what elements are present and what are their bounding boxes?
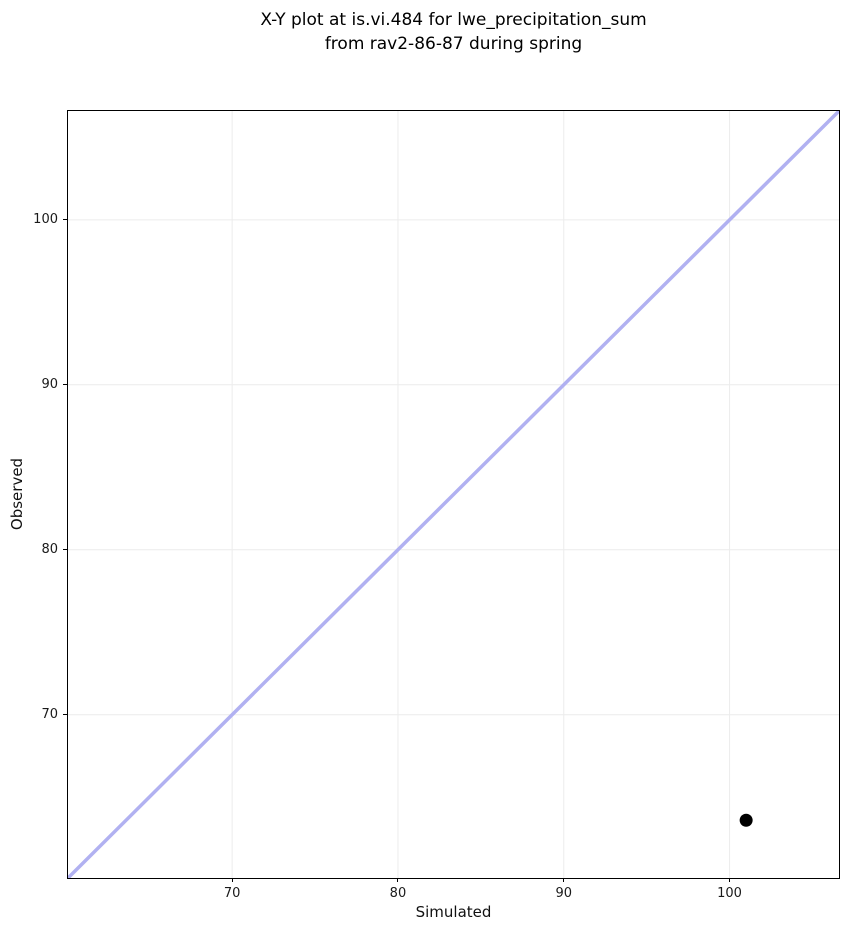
x-tick-mark xyxy=(397,878,399,882)
plot-canvas xyxy=(68,111,839,878)
y-tick-label: 70 xyxy=(41,707,58,723)
data-point xyxy=(739,813,753,827)
chart-title-line-2: from rav2-86-87 during spring xyxy=(324,34,583,54)
y-tick-label: 80 xyxy=(41,542,58,558)
y-tick-label: 100 xyxy=(33,212,58,228)
x-tick-mark xyxy=(729,878,731,882)
y-tick-label: 90 xyxy=(41,377,58,393)
x-tick-label: 100 xyxy=(717,886,742,901)
x-axis-label: Simulated xyxy=(415,903,492,921)
chart-title: X-Y plot at is.vi.484 for lwe_precipitat… xyxy=(67,8,840,56)
y-tick-mark xyxy=(63,384,67,386)
x-tick-label: 90 xyxy=(555,886,573,901)
y-axis-label: Observed xyxy=(8,457,26,531)
y-tick-mark xyxy=(63,219,67,221)
y-tick-mark xyxy=(63,549,67,551)
y-tick-mark xyxy=(63,714,67,716)
x-tick-label: 70 xyxy=(223,886,241,901)
x-tick-label: 80 xyxy=(389,886,407,901)
x-tick-mark xyxy=(231,878,233,882)
x-tick-mark xyxy=(563,878,565,882)
plot-area xyxy=(67,110,840,879)
identity-line xyxy=(68,111,839,878)
chart-title-line-1: X-Y plot at is.vi.484 for lwe_precipitat… xyxy=(260,10,647,30)
